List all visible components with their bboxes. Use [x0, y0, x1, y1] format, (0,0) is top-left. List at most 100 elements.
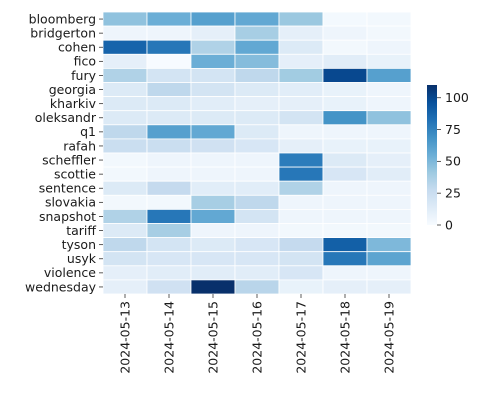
heatmap-cell — [102, 265, 148, 281]
colorbar-tick-label: 25 — [445, 185, 461, 200]
heatmap-cell — [146, 124, 192, 140]
heatmap-cell — [278, 96, 324, 112]
heatmap-cell — [322, 223, 368, 239]
heatmap-cell — [366, 68, 412, 83]
heatmap-cell — [102, 152, 148, 168]
heatmap-cell — [234, 25, 280, 41]
heatmap-cell — [278, 11, 324, 27]
heatmap-cell — [146, 223, 192, 239]
heatmap-cell — [322, 237, 368, 253]
heatmap-cell — [102, 251, 148, 267]
heatmap-cell — [366, 208, 412, 224]
heatmap-cell — [102, 39, 148, 55]
y-tick-label: rafah — [63, 138, 96, 153]
heatmap-cell — [366, 110, 412, 126]
heatmap-cell — [234, 208, 280, 224]
y-tick-label: fico — [74, 54, 96, 69]
heatmap-cell — [366, 25, 412, 41]
y-tick-label: q1 — [80, 124, 96, 139]
y-tick-label: oleksandr — [35, 110, 97, 125]
heatmap-cell — [322, 265, 368, 281]
heatmap-cell — [102, 237, 148, 253]
heatmap-cell — [322, 138, 368, 154]
heatmap-cell — [278, 251, 324, 267]
heatmap-cell — [102, 124, 148, 140]
heatmap-cell — [322, 53, 368, 69]
heatmap-cell — [366, 237, 412, 253]
heatmap-cell — [146, 265, 192, 281]
heatmap-cell — [190, 208, 236, 224]
heatmap-cell — [234, 110, 280, 126]
heatmap-cell — [102, 166, 148, 182]
heatmap-cell — [102, 223, 148, 239]
heatmap-cell — [190, 279, 236, 295]
heatmap-cell — [146, 53, 192, 69]
heatmap-cell — [366, 194, 412, 210]
heatmap-cell — [278, 82, 324, 98]
x-tick-labels: 2024-05-13 2024-05-14 2024-05-15 2024-05-16… — [117, 294, 396, 374]
heatmap-cell — [190, 39, 236, 55]
heatmap-cell — [146, 68, 192, 83]
colorbar: 0 25 50 75 100 — [427, 85, 469, 232]
y-tick-label: sentence — [39, 181, 97, 196]
heatmap-cell — [190, 138, 236, 154]
heatmap-cell — [366, 96, 412, 112]
heatmap-cell — [322, 110, 368, 126]
heatmap-cell — [146, 39, 192, 55]
heatmap-cell — [322, 208, 368, 224]
heatmap-cell — [234, 53, 280, 69]
heatmap-cell — [102, 208, 148, 224]
heatmap-cell — [322, 82, 368, 98]
heatmap-cell — [234, 68, 280, 83]
heatmap-cell — [322, 96, 368, 112]
heatmap-cell — [190, 223, 236, 239]
heatmap-cell — [102, 194, 148, 210]
y-tick-label: tariff — [66, 223, 96, 238]
heatmap-cell — [278, 180, 324, 196]
heatmap-cell — [278, 237, 324, 253]
y-tick-label: snapshot — [39, 209, 96, 224]
heatmap-cell — [102, 25, 148, 41]
heatmap-cell — [278, 194, 324, 210]
x-tick-label: 2024-05-14 — [161, 301, 176, 374]
x-tick-label: 2024-05-16 — [249, 301, 264, 374]
heatmap-cell — [190, 251, 236, 267]
y-tick-label: scottie — [54, 166, 96, 181]
heatmap-cell — [146, 110, 192, 126]
heatmap-cell — [366, 138, 412, 154]
y-tick-label: kharkiv — [50, 96, 97, 111]
heatmap-cell — [190, 166, 236, 182]
heatmap-cell — [278, 25, 324, 41]
heatmap-cells — [102, 11, 412, 295]
x-tick-label: 2024-05-18 — [337, 301, 352, 374]
heatmap-cell — [102, 68, 148, 83]
heatmap-cell — [278, 68, 324, 83]
heatmap-cell — [234, 39, 280, 55]
y-tick-label: violence — [44, 265, 96, 280]
y-tick-label: georgia — [49, 82, 96, 97]
colorbar-tick-label: 0 — [445, 217, 453, 232]
heatmap-cell — [146, 138, 192, 154]
y-tick-label: fury — [71, 68, 96, 83]
heatmap-cell — [366, 152, 412, 168]
heatmap-cell — [146, 279, 192, 295]
heatmap-cell — [366, 265, 412, 281]
x-tick-label: 2024-05-17 — [293, 301, 308, 374]
heatmap-cell — [278, 208, 324, 224]
y-tick-label: scheffler — [42, 152, 97, 167]
heatmap-cell — [322, 152, 368, 168]
heatmap-cell — [278, 138, 324, 154]
heatmap-cell — [146, 152, 192, 168]
heatmap-cell — [234, 279, 280, 295]
x-tick-label: 2024-05-13 — [117, 301, 132, 374]
y-tick-label: slovakia — [45, 195, 96, 210]
heatmap-cell — [322, 11, 368, 27]
heatmap-cell — [234, 194, 280, 210]
heatmap-cell — [278, 279, 324, 295]
heatmap-cell — [234, 166, 280, 182]
heatmap-cell — [234, 152, 280, 168]
y-tick-labels: bloombergbridgertoncohenficofurygeorgiak… — [25, 11, 103, 294]
y-tick-label: cohen — [58, 40, 96, 55]
heatmap-cell — [366, 180, 412, 196]
heatmap-cell — [190, 11, 236, 27]
